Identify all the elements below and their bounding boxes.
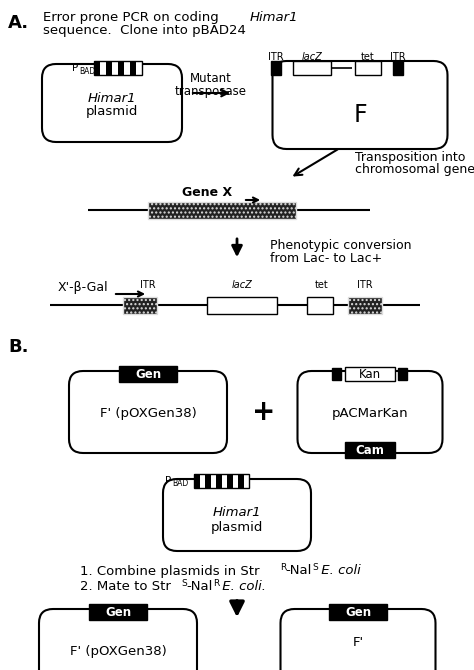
Bar <box>355 61 381 75</box>
Text: F' (pOXGen38): F' (pOXGen38) <box>70 645 166 659</box>
Bar <box>228 474 233 488</box>
Text: Transposition into: Transposition into <box>355 151 465 165</box>
Text: Himar1: Himar1 <box>250 11 299 24</box>
Text: B.: B. <box>8 338 28 356</box>
Text: E. coli.: E. coli. <box>218 580 266 592</box>
Text: S: S <box>181 578 187 588</box>
Bar <box>348 297 382 314</box>
FancyBboxPatch shape <box>163 479 311 551</box>
Text: R: R <box>213 578 219 588</box>
Bar <box>307 297 333 314</box>
FancyBboxPatch shape <box>69 371 227 453</box>
Text: 2. Mate to Str: 2. Mate to Str <box>80 580 171 592</box>
Bar <box>345 367 395 381</box>
Bar <box>148 202 296 218</box>
Text: ITR: ITR <box>390 52 406 62</box>
Text: plasmid: plasmid <box>211 521 263 533</box>
Text: Kan: Kan <box>359 368 381 381</box>
Text: R: R <box>280 563 286 572</box>
Bar <box>206 474 211 488</box>
Text: pACMarKan: pACMarKan <box>332 407 408 421</box>
Text: tet: tet <box>315 280 329 290</box>
FancyBboxPatch shape <box>42 64 182 142</box>
Text: from Lac- to Lac+: from Lac- to Lac+ <box>270 251 382 265</box>
Text: lacZ: lacZ <box>301 52 322 62</box>
Bar <box>130 61 136 75</box>
Text: Gen: Gen <box>345 606 371 618</box>
Text: Phenotypic conversion: Phenotypic conversion <box>270 239 411 251</box>
Text: S: S <box>312 563 318 572</box>
Text: ITR: ITR <box>140 280 156 290</box>
Bar <box>89 604 147 620</box>
Text: BAD: BAD <box>172 480 188 488</box>
Text: chromosomal gene X: chromosomal gene X <box>355 163 474 176</box>
Text: F: F <box>353 103 367 127</box>
Text: ITR: ITR <box>268 52 284 62</box>
Text: Error prone PCR on coding: Error prone PCR on coding <box>43 11 223 24</box>
FancyBboxPatch shape <box>281 609 436 670</box>
FancyBboxPatch shape <box>39 609 197 670</box>
Text: lacZ: lacZ <box>232 280 252 290</box>
Text: Himar1: Himar1 <box>213 507 261 519</box>
Text: P: P <box>72 63 78 73</box>
Bar <box>194 474 249 488</box>
Bar <box>293 61 331 75</box>
Bar <box>399 368 408 380</box>
Bar <box>393 61 403 75</box>
Text: X'-β-Gal: X'-β-Gal <box>58 281 109 293</box>
Bar <box>94 61 100 75</box>
Text: F' (pOXGen38): F' (pOXGen38) <box>100 407 196 421</box>
Text: Gen: Gen <box>135 368 161 381</box>
Text: tet: tet <box>361 52 375 62</box>
FancyBboxPatch shape <box>298 371 443 453</box>
Text: transposase: transposase <box>175 84 247 98</box>
Bar <box>94 61 142 75</box>
Bar <box>217 474 222 488</box>
Bar <box>332 368 341 380</box>
Bar <box>271 61 281 75</box>
Bar <box>238 474 244 488</box>
Text: P: P <box>165 476 171 486</box>
Text: BAD: BAD <box>79 66 95 76</box>
Bar <box>106 61 112 75</box>
Text: ITR: ITR <box>357 280 373 290</box>
Text: Gene X: Gene X <box>182 186 232 200</box>
Text: plasmid: plasmid <box>86 105 138 119</box>
Text: 1. Combine plasmids in Str: 1. Combine plasmids in Str <box>80 565 259 578</box>
Text: Gen: Gen <box>105 606 131 618</box>
Bar <box>118 61 124 75</box>
FancyBboxPatch shape <box>273 61 447 149</box>
Text: Cam: Cam <box>356 444 384 456</box>
Bar <box>194 474 200 488</box>
Bar <box>207 297 277 314</box>
Bar <box>345 442 395 458</box>
Text: A.: A. <box>8 14 29 32</box>
Bar <box>119 366 177 382</box>
Bar <box>329 604 387 620</box>
Text: -Nal: -Nal <box>285 565 311 578</box>
Text: E. coli: E. coli <box>317 565 361 578</box>
Text: sequence.  Clone into pBAD24: sequence. Clone into pBAD24 <box>43 24 246 37</box>
Text: +: + <box>252 398 276 426</box>
Text: Himar1: Himar1 <box>88 92 136 105</box>
Text: -Nal: -Nal <box>186 580 212 592</box>
Bar <box>123 297 157 314</box>
Text: F': F' <box>353 636 364 649</box>
Text: Mutant: Mutant <box>190 72 232 86</box>
